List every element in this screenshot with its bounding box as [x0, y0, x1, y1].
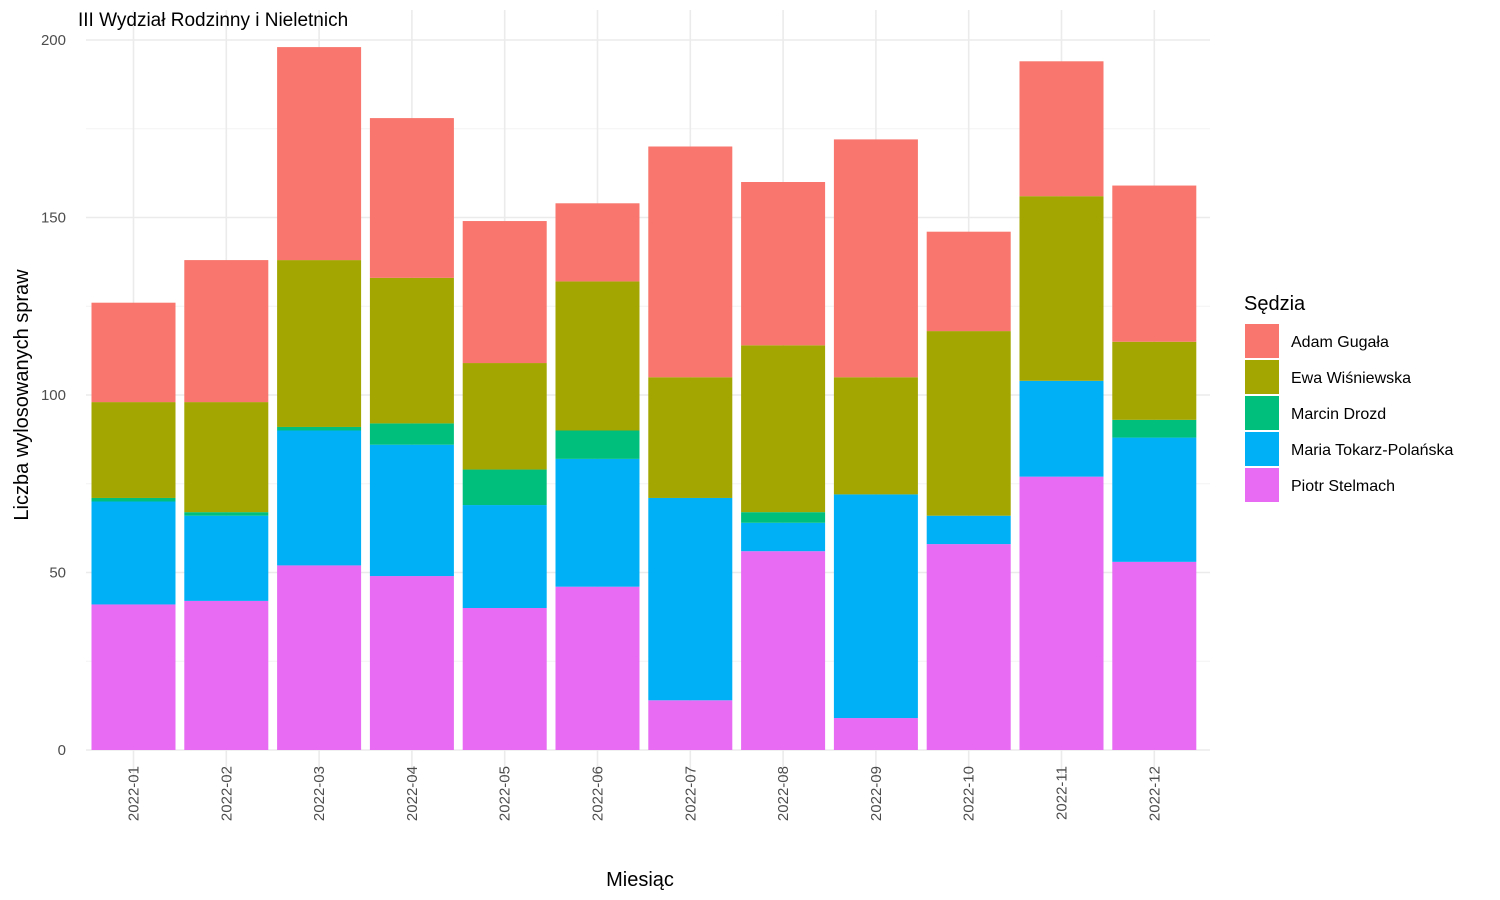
y-axis-title: Liczba wylosowanych spraw	[11, 269, 33, 521]
bar-segment	[184, 600, 269, 750]
bar-segment	[184, 515, 269, 601]
bar-segment	[184, 402, 269, 513]
x-tick-label: 2022-08	[775, 766, 792, 821]
bar-segment	[184, 512, 269, 516]
bar-segment	[91, 402, 176, 498]
bar-segment	[926, 515, 1011, 545]
bar-segment	[555, 586, 640, 750]
bar-segment	[462, 363, 547, 470]
bar-segment	[1019, 476, 1104, 750]
bar-segment	[91, 501, 176, 605]
bar-segment	[277, 426, 362, 431]
bar-segment	[926, 544, 1011, 750]
bar-segment	[741, 551, 826, 750]
bar-segment	[833, 377, 918, 495]
bar-segment	[555, 430, 640, 459]
x-tick-label: 2022-01	[126, 766, 143, 821]
bar-segment	[1112, 341, 1197, 420]
legend-swatch	[1245, 360, 1279, 394]
bar-segment	[555, 281, 640, 431]
y-tick-label: 0	[58, 742, 66, 759]
bar-segment	[1112, 419, 1197, 438]
x-tick-label: 2022-02	[218, 766, 235, 821]
bar-segment	[1019, 196, 1104, 381]
bar-segment	[741, 345, 826, 513]
bar-segment	[648, 497, 733, 701]
bar-segment	[1019, 61, 1104, 197]
bar-segment	[741, 522, 826, 552]
x-tick-label: 2022-04	[404, 766, 421, 821]
bar-segment	[91, 497, 176, 502]
bar-segment	[91, 302, 176, 403]
bar-segment	[741, 512, 826, 523]
bar-segment	[648, 146, 733, 378]
bar-segment	[277, 430, 362, 566]
chart-title: III Wydział Rodzinny i Nieletnich	[78, 10, 348, 31]
legend-label: Ewa Wiśniewska	[1291, 370, 1411, 387]
bar-segment	[555, 203, 640, 282]
legend-title: Sędzia	[1244, 293, 1306, 315]
x-tick-label: 2022-05	[497, 766, 514, 821]
bar-segment	[648, 377, 733, 498]
bar-segment	[926, 231, 1011, 332]
legend-swatch	[1245, 432, 1279, 466]
bar-segment	[462, 469, 547, 506]
bar-segment	[369, 277, 454, 424]
bar-segment	[833, 718, 918, 750]
legend-swatch	[1245, 468, 1279, 502]
bar-segment	[462, 221, 547, 364]
legend-label: Adam Gugała	[1291, 334, 1389, 351]
bars	[91, 47, 1197, 750]
bar-segment	[833, 494, 918, 719]
y-tick-label: 50	[49, 565, 66, 582]
bar-segment	[462, 608, 547, 750]
bar-segment	[369, 444, 454, 577]
legend-label: Marcin Drozd	[1291, 406, 1386, 423]
legend-label: Piotr Stelmach	[1291, 478, 1395, 495]
bar-segment	[277, 565, 362, 750]
bar-segment	[184, 260, 269, 403]
bar-segment	[648, 700, 733, 750]
bar-segment	[555, 458, 640, 587]
x-axis: 2022-01 2022-02 2022-03 2022-04 2022-05 2022-…	[126, 766, 1164, 821]
bar-segment	[277, 260, 362, 427]
bar-segment	[1112, 437, 1197, 562]
x-tick-label: 2022-03	[311, 766, 328, 821]
x-tick-label: 2022-07	[682, 766, 699, 821]
bar-segment	[1112, 185, 1197, 342]
legend-swatch	[1245, 324, 1279, 358]
bar-segment	[369, 576, 454, 750]
x-tick-label: 2022-09	[868, 766, 885, 821]
y-tick-label: 100	[41, 387, 66, 404]
legend-swatch	[1245, 396, 1279, 430]
x-tick-label: 2022-06	[590, 766, 607, 821]
y-axis: 0 50 100 150 200	[41, 32, 66, 759]
bar-segment	[1019, 380, 1104, 477]
y-tick-label: 150	[41, 210, 66, 227]
y-tick-label: 200	[41, 32, 66, 49]
bar-segment	[369, 118, 454, 278]
x-axis-title: Miesiąc	[606, 869, 674, 891]
x-tick-label: 2022-11	[1054, 766, 1071, 820]
legend-label: Maria Tokarz-Polańska	[1291, 442, 1454, 459]
x-tick-label: 2022-12	[1146, 766, 1163, 821]
bar-segment	[833, 139, 918, 378]
legend: Sędzia Adam Gugała Ewa Wiśniewska Marcin D…	[1244, 293, 1454, 502]
x-tick-label: 2022-10	[961, 766, 978, 821]
bar-segment	[1112, 561, 1197, 750]
bar-segment	[741, 182, 826, 346]
bar-segment	[462, 505, 547, 608]
bar-segment	[91, 604, 176, 750]
bar-segment	[926, 331, 1011, 516]
bar-segment	[277, 47, 362, 261]
bar-segment	[369, 423, 454, 445]
